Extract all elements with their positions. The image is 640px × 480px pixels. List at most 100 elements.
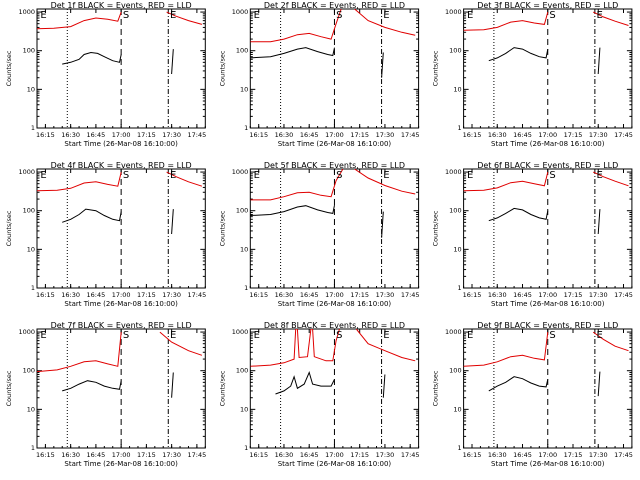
x-tick-label: 17:15: [350, 451, 369, 459]
y-tick-label: 1000: [18, 8, 35, 16]
lld-series-line: [592, 171, 629, 187]
x-tick-label: 16:30: [275, 291, 294, 299]
events-series-line: [381, 52, 384, 78]
x-tick-label: 16:45: [87, 291, 106, 299]
x-tick-label: 16:15: [249, 131, 268, 139]
events-series-line: [62, 51, 122, 65]
x-axis-label: Start Time (26-Mar-08 16:10:00): [278, 140, 392, 148]
interval-marker-label: S: [336, 170, 342, 181]
x-tick-label: 16:30: [488, 451, 507, 459]
x-tick-label: 17:45: [188, 451, 207, 459]
x-tick-label: 17:45: [188, 131, 207, 139]
x-tick-label: 17:45: [401, 451, 420, 459]
y-tick-label: 100: [449, 47, 461, 55]
x-axis-label: Start Time (26-Mar-08 16:10:00): [64, 460, 178, 468]
x-tick-label: 17:45: [614, 131, 633, 139]
x-tick-label: 17:45: [188, 291, 207, 299]
interval-marker-label: S: [549, 10, 555, 21]
panel-title: Det 1f BLACK = Events, RED = LLD: [51, 1, 192, 10]
y-tick-label: 100: [236, 47, 248, 55]
x-tick-label: 16:30: [61, 131, 80, 139]
lld-series-line: [250, 169, 344, 201]
x-tick-label: 17:00: [112, 291, 131, 299]
interval-marker-label: E: [383, 330, 389, 341]
panel-title: Det 7f BLACK = Events, RED = LLD: [51, 321, 192, 330]
x-tick-label: 17:00: [538, 131, 557, 139]
x-tick-label: 16:15: [249, 291, 268, 299]
detector-panel: Det 2f BLACK = Events, RED = LLD 16:15 16:…: [218, 1, 419, 148]
lld-series-line: [166, 11, 203, 25]
interval-marker-label: E: [170, 330, 176, 341]
y-tick-label: 1: [31, 124, 35, 132]
x-tick-label: 17:00: [112, 131, 131, 139]
interval-marker-label: S: [123, 170, 129, 181]
interval-marker-label: E: [467, 170, 473, 181]
lld-series-line: [37, 171, 122, 192]
y-tick-label: 100: [23, 207, 35, 215]
x-tick-label: 16:45: [300, 451, 319, 459]
y-tick-label: 10: [453, 405, 461, 413]
x-tick-label: 16:30: [275, 451, 294, 459]
y-tick-label: 1000: [232, 328, 249, 336]
detector-panel: Det 9f BLACK = Events, RED = LLD 16:15 16:…: [432, 321, 633, 468]
panel-title: Det 6f BLACK = Events, RED = LLD: [477, 161, 618, 170]
detector-panel: Det 4f BLACK = Events, RED = LLD 16:15 16:…: [5, 161, 206, 308]
interval-marker-label: S: [336, 330, 342, 341]
y-tick-label: 1: [244, 124, 248, 132]
x-tick-label: 17:00: [112, 451, 131, 459]
x-tick-label: 16:30: [488, 291, 507, 299]
lld-series-line: [354, 169, 416, 195]
y-axis-label: Counts/sec: [218, 50, 226, 86]
y-tick-label: 1000: [232, 168, 249, 176]
x-tick-label: 16:45: [87, 451, 106, 459]
x-axis-label: Start Time (26-Mar-08 16:10:00): [64, 140, 178, 148]
interval-marker-label: E: [170, 10, 176, 21]
y-tick-label: 100: [236, 367, 248, 375]
interval-marker-label: E: [467, 10, 473, 21]
x-tick-label: 16:15: [463, 291, 482, 299]
events-series-line: [488, 207, 549, 222]
panel-title: Det 9f BLACK = Events, RED = LLD: [477, 321, 618, 330]
y-tick-label: 10: [453, 245, 461, 253]
y-axis-label: Counts/sec: [218, 210, 226, 246]
y-tick-label: 1000: [445, 8, 462, 16]
y-tick-label: 1: [31, 284, 35, 292]
lld-series-line: [355, 329, 416, 362]
x-tick-label: 17:15: [350, 291, 369, 299]
y-tick-label: 10: [27, 85, 35, 93]
interval-marker-label: E: [40, 330, 46, 341]
y-axis-label: Counts/sec: [5, 210, 13, 246]
x-axis-label: Start Time (26-Mar-08 16:10:00): [491, 460, 605, 468]
y-tick-label: 1: [244, 284, 248, 292]
x-tick-label: 16:15: [36, 291, 55, 299]
x-tick-label: 17:00: [325, 291, 344, 299]
events-series-line: [62, 380, 122, 392]
y-tick-label: 100: [449, 207, 461, 215]
y-tick-label: 10: [27, 245, 35, 253]
events-series-line: [171, 209, 174, 235]
lld-series-line: [250, 329, 340, 367]
events-series-line: [275, 371, 335, 395]
y-tick-label: 1: [31, 444, 35, 452]
events-series-line: [381, 211, 384, 238]
events-series-line: [62, 208, 122, 223]
events-series-line: [597, 209, 601, 235]
x-tick-label: 17:15: [564, 451, 583, 459]
detector-panel: Det 3f BLACK = Events, RED = LLD 16:15 16:…: [432, 1, 633, 148]
interval-marker-label: E: [597, 330, 603, 341]
y-axis-label: Counts/sec: [432, 210, 440, 246]
x-tick-label: 16:45: [87, 131, 106, 139]
x-tick-label: 17:45: [401, 131, 420, 139]
x-axis-label: Start Time (26-Mar-08 16:10:00): [491, 140, 605, 148]
x-tick-label: 16:15: [463, 131, 482, 139]
interval-marker-label: S: [549, 330, 555, 341]
x-tick-label: 17:30: [589, 131, 608, 139]
x-tick-label: 16:30: [61, 291, 80, 299]
x-tick-label: 16:15: [36, 131, 55, 139]
y-tick-label: 100: [23, 47, 35, 55]
detector-panel: Det 5f BLACK = Events, RED = LLD 16:15 16:…: [218, 161, 419, 308]
x-tick-label: 17:15: [137, 451, 156, 459]
interval-marker-label: E: [467, 330, 473, 341]
y-tick-label: 100: [449, 367, 461, 375]
detector-panel: Det 1f BLACK = Events, RED = LLD 16:15 16:…: [5, 1, 206, 148]
